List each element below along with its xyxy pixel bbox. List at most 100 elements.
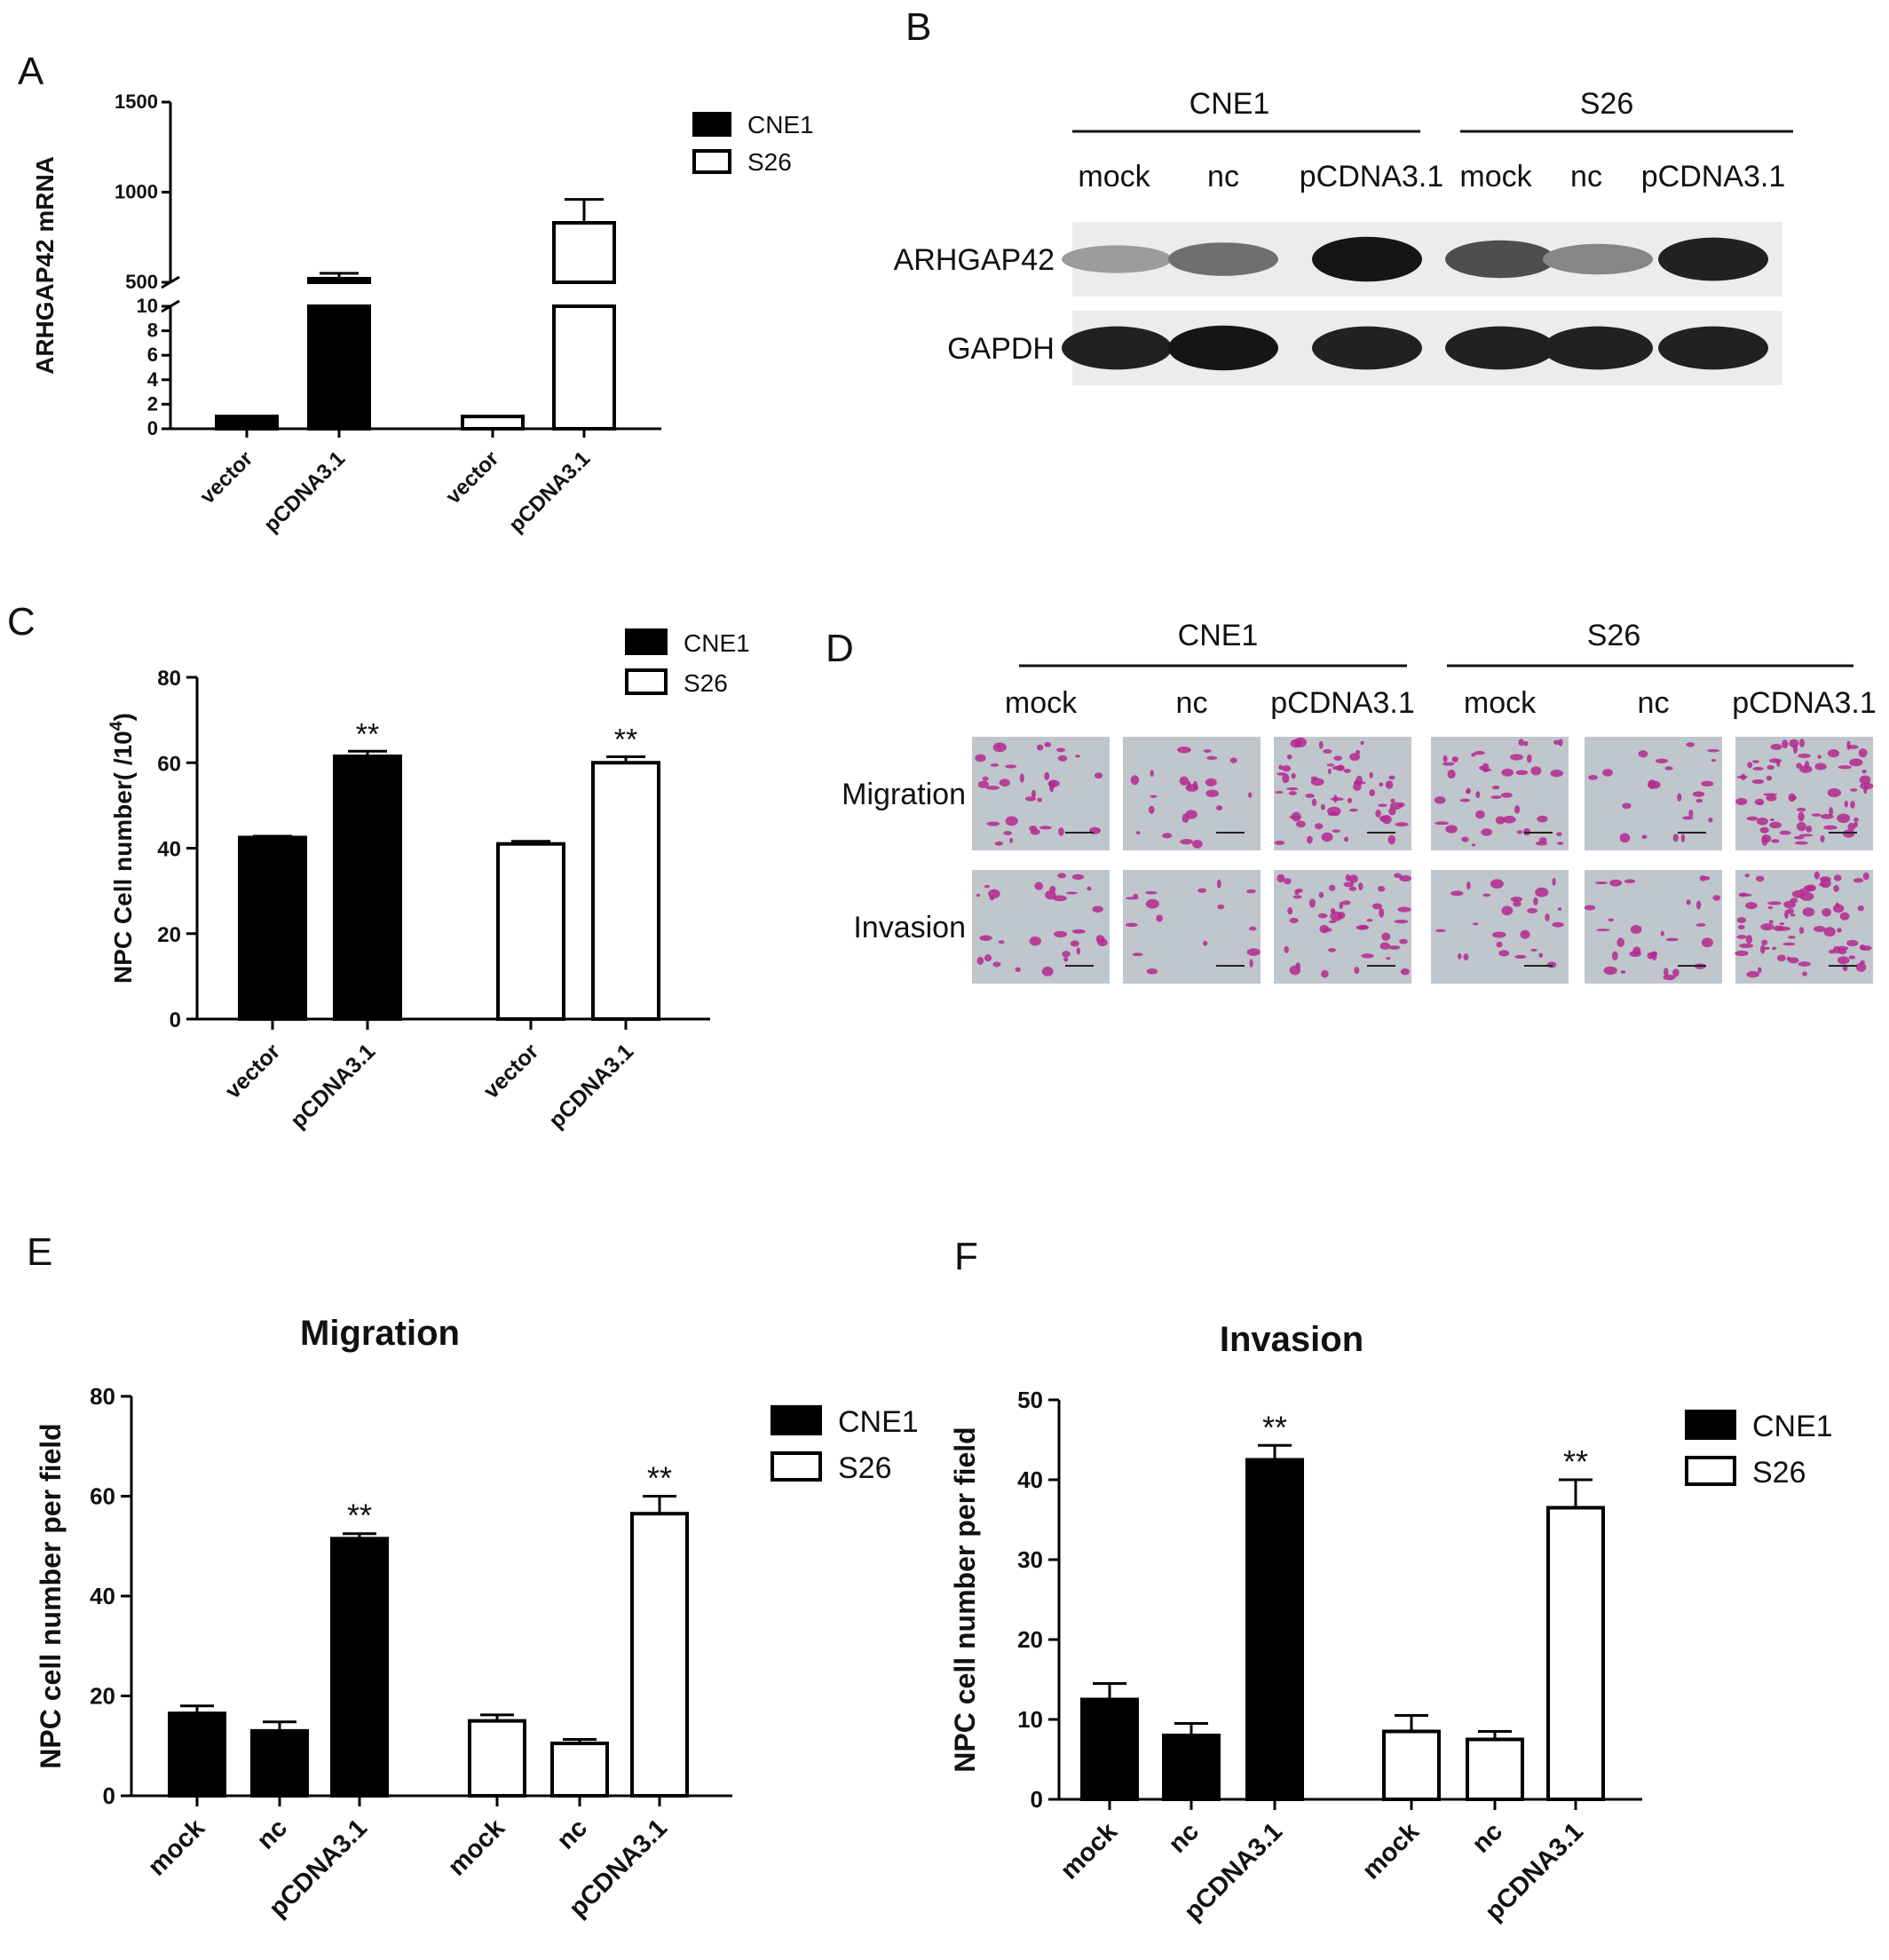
stained-cell: [1057, 755, 1068, 762]
stained-cell: [1249, 959, 1253, 968]
stained-cell: [1306, 835, 1313, 844]
stained-cell: [1044, 741, 1052, 747]
stained-cell: [1820, 813, 1834, 819]
stained-cell: [1744, 873, 1751, 878]
transwell-row-label: Invasion: [853, 911, 966, 944]
stained-cell: [1328, 947, 1336, 952]
legend-swatch: [692, 149, 731, 174]
stained-cell: [1632, 946, 1641, 955]
stained-cell: [1150, 770, 1154, 778]
stained-cell: [1206, 755, 1218, 761]
stained-cell: [990, 763, 1000, 767]
transwell-column-label: mock: [1464, 686, 1537, 720]
panel-letter-c: C: [7, 600, 36, 644]
blot-band: [1312, 326, 1422, 370]
stained-cell: [1735, 950, 1749, 957]
stained-cell: [1850, 788, 1858, 792]
y-tick-label: 8: [147, 320, 158, 342]
stained-cell: [1787, 936, 1796, 939]
stained-cell: [1049, 885, 1056, 893]
bar: [591, 761, 660, 1021]
stained-cell: [1381, 814, 1392, 825]
y-tick-label: 60: [157, 752, 181, 776]
stained-cell: [1787, 908, 1794, 914]
stained-cell: [1445, 825, 1458, 834]
bar: [333, 755, 402, 1021]
stained-cell: [1197, 888, 1207, 893]
stained-cell: [1185, 784, 1199, 792]
stained-cell: [1311, 798, 1317, 807]
bar: [1080, 1697, 1139, 1801]
stained-cell: [1041, 966, 1054, 976]
stained-cell: [1203, 940, 1208, 946]
stained-cell: [1682, 816, 1694, 820]
stained-cell: [1247, 792, 1253, 798]
x-tick-label: pCDNA3.1: [286, 1039, 380, 1133]
stained-cell: [1318, 740, 1324, 749]
bar: [250, 1728, 309, 1798]
stained-cell: [1348, 808, 1358, 812]
stained-cell: [1019, 773, 1024, 783]
stained-cell: [1822, 907, 1832, 917]
stained-cell: [1847, 822, 1856, 832]
stained-cell: [1735, 797, 1748, 806]
transwell-column-label: nc: [1176, 686, 1208, 720]
stained-cell: [1361, 953, 1374, 959]
transwell-column-label: nc: [1638, 686, 1670, 720]
stained-cell: [1545, 913, 1550, 921]
stained-cell: [1814, 926, 1826, 933]
stained-cell: [1132, 952, 1143, 957]
stained-cell: [1630, 925, 1642, 935]
stained-cell: [1782, 739, 1789, 749]
chart-f-invasion: 0 10 20 30 40 50 NPC cell number per field Inva…: [949, 1320, 1833, 1926]
stained-cell: [1770, 743, 1782, 750]
stained-cell: [1135, 831, 1141, 834]
stained-cell: [1603, 966, 1617, 976]
stained-cell: [1846, 740, 1851, 750]
stained-cell: [1148, 805, 1155, 814]
stained-cell: [1767, 901, 1782, 905]
stained-cell: [1596, 929, 1610, 932]
x-tick-label: vector: [441, 447, 503, 509]
stained-cell: [1837, 928, 1842, 933]
stained-cell: [1799, 891, 1814, 901]
legend-label: S26: [838, 1451, 892, 1485]
stained-cell: [1535, 887, 1549, 897]
stained-cell: [1179, 776, 1190, 786]
stained-cell: [1857, 905, 1864, 912]
stained-cell: [1435, 821, 1450, 826]
blot-band: [1445, 326, 1555, 370]
stained-cell: [1288, 791, 1297, 795]
stained-cell: [1664, 766, 1673, 771]
stained-cell: [1063, 957, 1069, 962]
y-tick-label: 0: [103, 1782, 115, 1809]
stained-cell: [1333, 755, 1343, 761]
x-tick-label: mock: [143, 1814, 211, 1882]
x-tick-label: vector: [195, 447, 257, 509]
stained-cell: [1328, 920, 1337, 923]
stained-cell: [1516, 830, 1523, 834]
stained-cell: [1130, 775, 1140, 786]
stained-cell: [1442, 762, 1455, 766]
blot-lane-label: pCDNA3.1: [1641, 160, 1786, 194]
stained-cell: [1310, 778, 1324, 786]
stained-cell: [1482, 768, 1492, 771]
stained-cell: [1145, 898, 1159, 909]
x-tick-label: pCDNA3.1: [504, 447, 595, 537]
significance-mark: **: [1262, 1409, 1287, 1445]
stained-cell: [1295, 888, 1303, 893]
stained-cell: [1518, 739, 1524, 747]
stained-cell: [979, 935, 992, 941]
panel-letter-d: D: [826, 627, 854, 670]
stained-cell: [1746, 970, 1759, 978]
stained-cell: [1274, 841, 1285, 845]
micrograph-tile: [972, 737, 1110, 850]
y-tick-label: 40: [1017, 1466, 1043, 1493]
stained-cell: [1798, 765, 1813, 773]
y-tick-label: 1000: [115, 181, 158, 203]
stained-cell: [1049, 782, 1055, 793]
chart-title: Migration: [300, 1314, 460, 1353]
stained-cell: [1472, 843, 1476, 847]
significance-mark: **: [1563, 1443, 1588, 1480]
stained-cell: [1546, 961, 1557, 968]
